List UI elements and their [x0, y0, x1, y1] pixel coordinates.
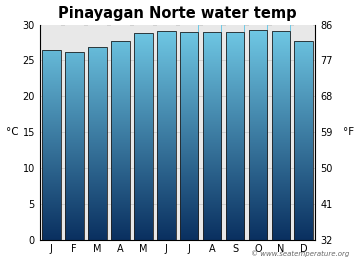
- Bar: [111, 24, 130, 41]
- Text: © www.seatemperature.org: © www.seatemperature.org: [251, 251, 349, 257]
- Bar: [65, 24, 84, 52]
- Bar: [65, 52, 84, 239]
- Bar: [88, 47, 107, 239]
- Bar: [294, 24, 313, 41]
- Bar: [271, 24, 291, 31]
- Bar: [134, 24, 153, 33]
- Bar: [42, 24, 61, 50]
- Bar: [88, 24, 107, 47]
- Bar: [134, 33, 153, 239]
- Bar: [111, 41, 130, 239]
- Bar: [271, 31, 291, 239]
- Bar: [157, 31, 176, 239]
- Bar: [248, 24, 267, 30]
- Bar: [294, 41, 313, 239]
- Bar: [248, 30, 267, 239]
- Bar: [42, 50, 61, 239]
- Bar: [180, 32, 198, 239]
- Bar: [226, 24, 244, 32]
- Bar: [180, 24, 198, 32]
- Title: Pinayagan Norte water temp: Pinayagan Norte water temp: [58, 5, 297, 21]
- Bar: [203, 24, 221, 32]
- Bar: [157, 24, 176, 31]
- Bar: [203, 32, 221, 239]
- Y-axis label: °F: °F: [343, 127, 354, 137]
- Bar: [226, 32, 244, 239]
- Y-axis label: °C: °C: [6, 127, 18, 137]
